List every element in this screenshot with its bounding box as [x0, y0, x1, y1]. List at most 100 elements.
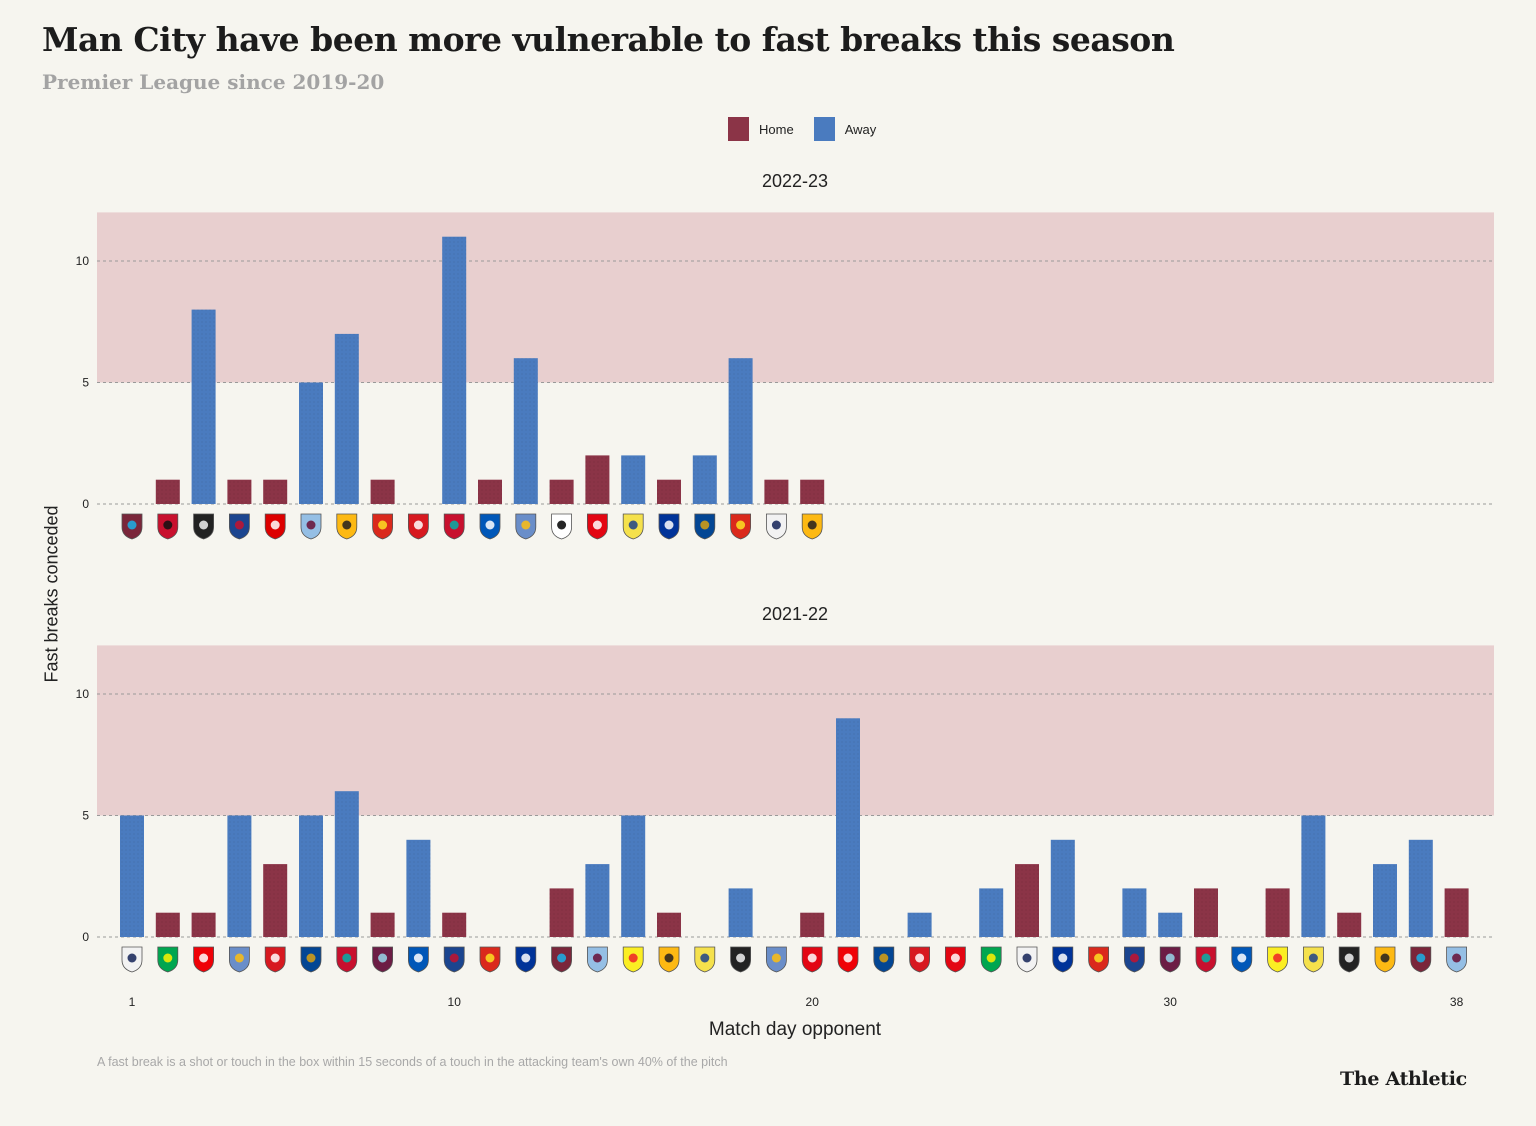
- crest-emblem: [449, 953, 459, 963]
- crest-liverpool-icon: [443, 513, 465, 540]
- bar: [155, 479, 180, 504]
- bar-texture: [1408, 839, 1433, 937]
- crest-southampton-icon: [909, 946, 930, 973]
- bar-texture: [800, 912, 825, 937]
- crest-emblem: [234, 953, 244, 963]
- bar-texture: [227, 479, 252, 504]
- x-tick-label: 20: [806, 995, 820, 1009]
- panel-2021-22: 2021-22 0 5 10: [76, 604, 1494, 973]
- bar-texture: [155, 912, 180, 937]
- bar: [370, 479, 395, 504]
- crest-emblem: [1308, 953, 1318, 963]
- bar-texture: [120, 815, 144, 937]
- bar-texture: [513, 358, 538, 504]
- crest-chelsea-icon: [300, 946, 322, 973]
- crest-emblem: [1344, 953, 1354, 963]
- chart-title: Man City have been more vulnerable to fa…: [42, 20, 1175, 59]
- bar-texture: [764, 479, 789, 504]
- bar: [1444, 888, 1469, 937]
- bar-texture: [334, 333, 359, 504]
- crest-west-ham-icon: [551, 946, 572, 973]
- crest-emblem: [449, 520, 459, 530]
- bar-texture: [728, 888, 753, 937]
- y-tick-label: 10: [76, 254, 90, 268]
- legend: Home Away: [728, 117, 896, 141]
- bar: [227, 479, 252, 504]
- bar-texture: [406, 839, 431, 937]
- crest-wolves-icon: [658, 946, 680, 973]
- crest-emblem: [700, 953, 710, 963]
- bar: [1122, 888, 1147, 937]
- panel-2022-23: 2022-23 0 5 10: [76, 171, 1494, 540]
- bar-texture: [191, 912, 216, 937]
- bar: [263, 864, 288, 937]
- crest-emblem: [413, 520, 423, 530]
- bar-texture: [1373, 864, 1397, 937]
- crest-crystal-palace-icon: [443, 946, 465, 973]
- bar: [334, 333, 359, 504]
- crest-tottenham-icon: [121, 946, 143, 973]
- crest-nottingham-forest-icon: [264, 513, 286, 540]
- crest-emblem: [557, 953, 567, 963]
- crest-emblem: [1058, 953, 1068, 963]
- crest-emblem: [342, 520, 352, 530]
- bar-texture: [1194, 888, 1218, 937]
- bar: [191, 309, 216, 504]
- bar-texture: [227, 815, 252, 937]
- bar: [1194, 888, 1218, 937]
- bar: [263, 479, 288, 504]
- crest-everton-icon: [658, 513, 680, 540]
- crest-tottenham-icon: [1016, 946, 1038, 973]
- panel-title: 2022-23: [762, 171, 828, 191]
- bar: [513, 358, 538, 504]
- bar-texture: [191, 309, 216, 504]
- legend-swatch-home: [728, 117, 749, 141]
- crest-emblem: [986, 953, 996, 963]
- bar-texture: [299, 382, 323, 504]
- crest-emblem: [807, 953, 817, 963]
- brand-logo: The Athletic: [1340, 1068, 1467, 1090]
- bar-texture: [334, 791, 359, 937]
- bar: [299, 382, 323, 504]
- crest-man-united-icon: [372, 513, 393, 540]
- bar: [1408, 839, 1433, 937]
- crest-emblem: [306, 953, 316, 963]
- bar: [800, 479, 825, 504]
- crest-aston-villa-icon: [587, 946, 608, 973]
- bar-texture: [907, 912, 932, 937]
- crest-emblem: [736, 953, 746, 963]
- bar: [406, 839, 431, 937]
- y-tick-label: 0: [82, 497, 89, 511]
- crest-emblem: [664, 520, 674, 530]
- crest-emblem: [843, 953, 853, 963]
- bar-texture: [621, 815, 646, 937]
- crest-newcastle-icon: [1338, 946, 1360, 973]
- crest-emblem: [700, 520, 710, 530]
- crest-emblem: [736, 520, 746, 530]
- crest-southampton-icon: [264, 946, 286, 973]
- bar: [442, 236, 467, 504]
- bar-texture: [442, 912, 467, 937]
- crest-emblem: [413, 953, 423, 963]
- crest-emblem: [521, 520, 531, 530]
- crest-emblem: [628, 953, 638, 963]
- bar-texture: [263, 864, 288, 937]
- crest-emblem: [1452, 953, 1462, 963]
- crest-emblem: [270, 520, 280, 530]
- bar: [1265, 888, 1290, 937]
- bar-texture: [585, 455, 610, 504]
- bar: [692, 455, 717, 504]
- bar-texture: [1158, 912, 1183, 937]
- legend-swatch-away: [813, 117, 835, 141]
- crest-emblem: [1094, 953, 1104, 963]
- bar-texture: [1301, 815, 1326, 937]
- crest-emblem: [771, 520, 781, 530]
- crest-everton-icon: [515, 946, 537, 973]
- bar-texture: [442, 236, 467, 504]
- bar: [299, 815, 323, 937]
- bar: [979, 888, 1004, 937]
- crest-chelsea-icon: [694, 513, 716, 540]
- bar-texture: [1265, 888, 1290, 937]
- crest-emblem: [1237, 953, 1247, 963]
- crest-emblem: [950, 953, 960, 963]
